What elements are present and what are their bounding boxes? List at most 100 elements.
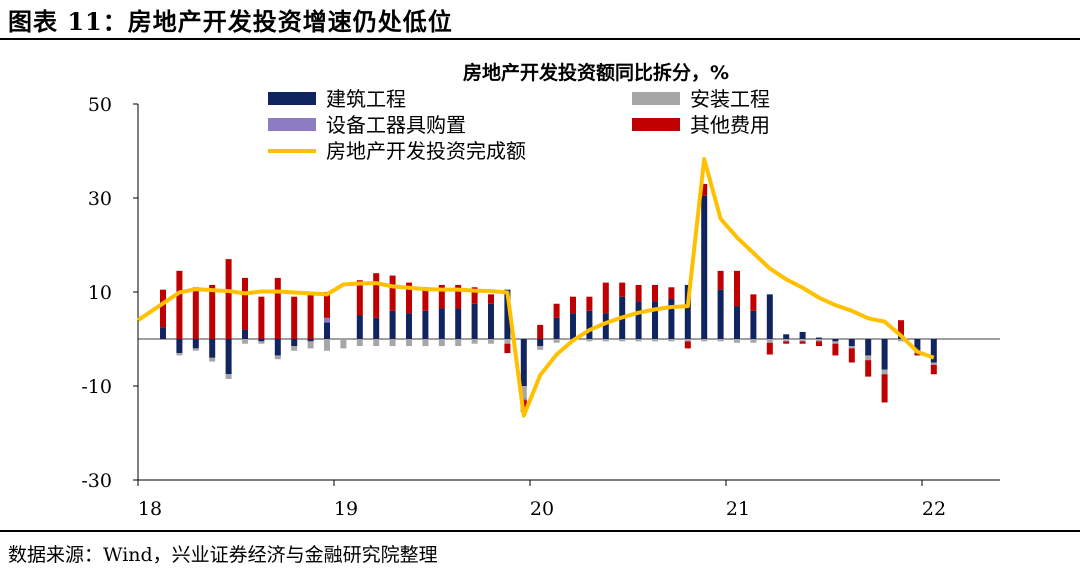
bar-segment xyxy=(488,303,494,339)
bar-segment xyxy=(816,337,822,339)
bar-segment xyxy=(832,339,839,342)
bar-segment xyxy=(783,341,790,344)
title-rule xyxy=(0,38,1080,40)
bar-segment xyxy=(553,339,560,343)
figure-source: 数据来源：Wind，兴业证券经济与金融研究院整理 xyxy=(8,544,438,566)
bar-segment xyxy=(848,346,855,349)
bar-segment xyxy=(816,339,822,342)
bar-segment xyxy=(684,284,691,339)
bar-segment xyxy=(848,339,855,347)
bar-segment xyxy=(160,327,166,339)
bar-segment xyxy=(881,369,888,375)
x-tick-label: 19 xyxy=(334,498,358,520)
bar-segment xyxy=(668,287,675,300)
bar-segment xyxy=(668,299,675,339)
bar-segment xyxy=(635,339,642,342)
bar-segment xyxy=(635,301,642,339)
bar-segment xyxy=(684,341,691,349)
bar-segment xyxy=(750,294,757,311)
x-tick-label: 22 xyxy=(922,498,946,520)
bar-segment xyxy=(898,320,904,335)
bar-segment xyxy=(356,339,363,347)
bar-segment xyxy=(734,339,740,343)
bar-segment xyxy=(176,353,183,356)
bar-segment xyxy=(225,374,232,379)
bar-segment xyxy=(553,317,560,339)
legend-swatch xyxy=(268,92,316,105)
bar-segment xyxy=(717,289,724,339)
bar-segment xyxy=(373,317,380,339)
bar-segment xyxy=(930,339,937,363)
legend-label: 其他费用 xyxy=(690,113,770,137)
bar-segment xyxy=(898,339,904,342)
bar-segment xyxy=(570,313,576,339)
chart-axes: 50 30 10 -10 -30 18 19 20 21 22 xyxy=(81,94,1000,520)
y-tick-label: 30 xyxy=(88,188,112,210)
y-tick-label: 50 xyxy=(88,94,112,116)
bar-segment xyxy=(373,339,380,347)
legend-label: 房地产开发投资完成额 xyxy=(326,139,526,163)
legend-swatch xyxy=(632,92,680,105)
bar-segment xyxy=(242,277,248,330)
bar-segment xyxy=(176,339,183,354)
bar-segment xyxy=(307,341,314,349)
bar-segment xyxy=(865,339,872,356)
bar-segment xyxy=(930,364,937,375)
bar-segment xyxy=(734,270,740,307)
bar-segment xyxy=(602,313,609,339)
bar-segment xyxy=(504,339,511,344)
bar-segment xyxy=(537,324,544,339)
bar-segment xyxy=(799,331,806,339)
bar-segment xyxy=(176,270,183,339)
bar-segment xyxy=(471,287,478,304)
bar-segment xyxy=(668,339,675,342)
source-rule xyxy=(0,530,1080,532)
bar-segment xyxy=(701,195,708,339)
bar-segment xyxy=(340,339,347,349)
bar-segment xyxy=(635,284,642,302)
bar-segment xyxy=(324,322,330,339)
bar-segment xyxy=(799,341,806,344)
bar-segment xyxy=(520,339,527,386)
bar-segment xyxy=(652,301,658,339)
bar-segment xyxy=(701,183,708,196)
bar-segment xyxy=(258,339,265,342)
bar-segment xyxy=(488,294,494,304)
bar-segment xyxy=(848,348,855,363)
bar-segment xyxy=(586,339,593,342)
bar-segment xyxy=(389,310,396,339)
chart-title: 房地产开发投资额同比拆分，% xyxy=(463,61,729,84)
bar-segment xyxy=(422,339,429,347)
y-tick-label: -30 xyxy=(81,470,112,492)
x-tick-label: 18 xyxy=(138,498,162,520)
bar-segment xyxy=(783,339,790,342)
bar-segment xyxy=(291,346,298,351)
bar-segment xyxy=(471,303,478,339)
legend-label: 安装工程 xyxy=(690,87,770,111)
bar-segment xyxy=(455,284,462,309)
bar-segment xyxy=(209,357,216,362)
bar-segment xyxy=(881,374,888,403)
bar-segment xyxy=(881,339,888,370)
bar-segment xyxy=(274,277,281,339)
bar-segment xyxy=(406,339,412,347)
bar-segment xyxy=(766,339,773,343)
bar-segment xyxy=(766,294,773,339)
bar-segment xyxy=(389,275,396,311)
bar-segment xyxy=(652,339,658,342)
bar-segment xyxy=(914,353,921,356)
bar-segment xyxy=(225,259,232,339)
bar-segment xyxy=(832,341,839,344)
bar-segment xyxy=(930,362,937,365)
y-tick-label: 10 xyxy=(88,282,112,304)
bar-segment xyxy=(766,342,773,355)
figure-title: 图表 11：房地产开发投资增速仍处低位 xyxy=(8,7,453,36)
bar-segment xyxy=(717,339,724,342)
bar-segment xyxy=(783,334,790,339)
bar-segment xyxy=(520,386,527,398)
bar-segment xyxy=(520,397,527,401)
bar-segment xyxy=(192,348,199,351)
legend-label: 建筑工程 xyxy=(326,87,406,111)
